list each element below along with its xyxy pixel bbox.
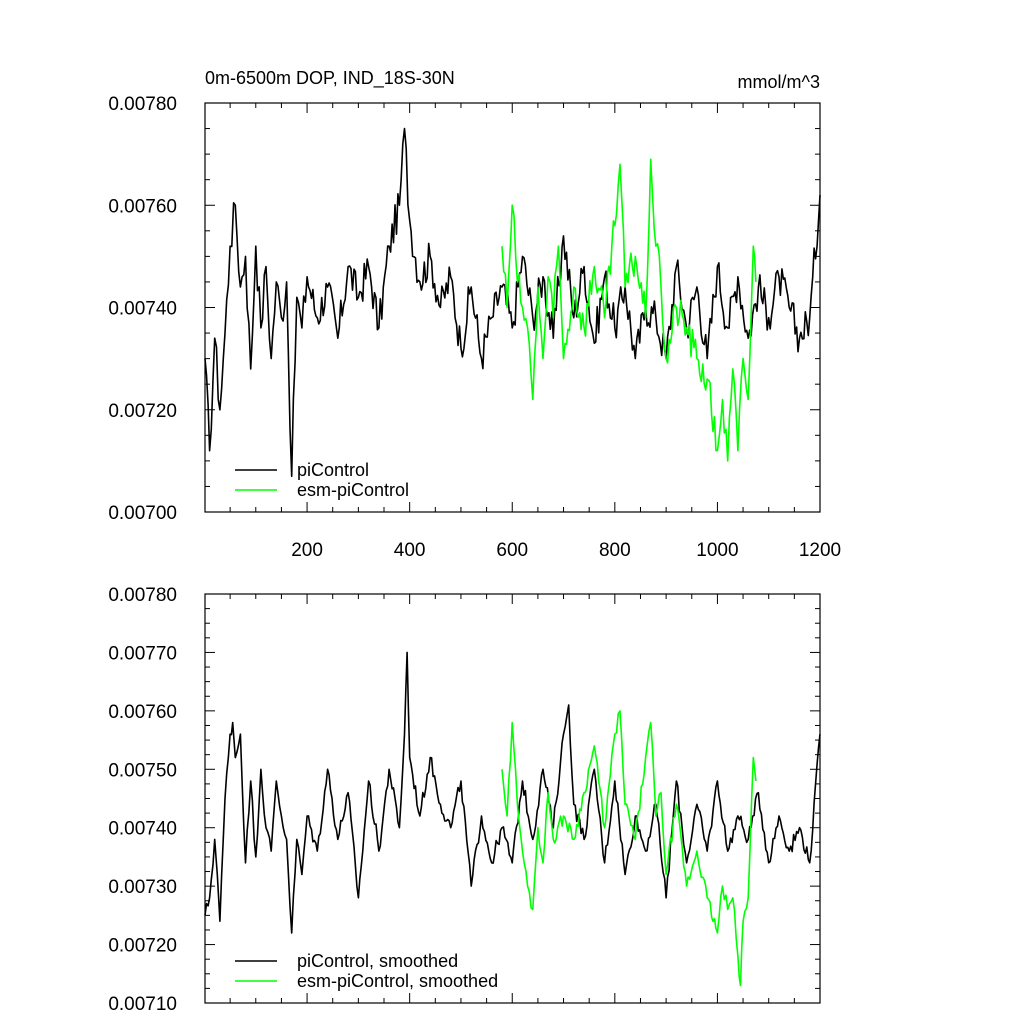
y-tick-label: 0.00720 bbox=[108, 936, 177, 957]
x-tick-label: 1000 bbox=[696, 540, 738, 561]
series-line-picontrol-smoothed bbox=[204, 651, 821, 934]
y-tick-label: 0.00740 bbox=[108, 299, 177, 320]
x-tick-label: 1200 bbox=[799, 540, 841, 561]
y-tick-label: 0.00770 bbox=[108, 643, 177, 664]
y-tick-label: 0.00700 bbox=[108, 503, 177, 524]
x-tick-label: 200 bbox=[291, 540, 323, 561]
y-tick-label: 0.00710 bbox=[108, 994, 177, 1015]
legend-label: esm-piControl, smoothed bbox=[297, 971, 498, 991]
bottom-panel: 0.00710 0.00720 0.00730 0.00740 0.00750 0.007… bbox=[108, 585, 821, 1015]
y-tick-label: 0.00730 bbox=[108, 877, 177, 898]
y-tick-label: 0.00740 bbox=[108, 819, 177, 840]
legend-label: piControl bbox=[297, 460, 369, 480]
units-label: mmol/m^3 bbox=[738, 72, 820, 92]
y-tick-label: 0.00720 bbox=[108, 401, 177, 422]
figure-title: 0m-6500m DOP, IND_18S-30N bbox=[205, 68, 455, 89]
x-tick-label: 400 bbox=[394, 540, 426, 561]
series-line-esm-picontrol bbox=[501, 158, 757, 462]
y-tick-label: 0.00760 bbox=[108, 196, 177, 217]
y-tick-label: 0.00780 bbox=[108, 585, 177, 606]
legend-label: piControl, smoothed bbox=[297, 951, 458, 971]
y-tick-label: 0.00760 bbox=[108, 702, 177, 723]
series-line-esm-picontrol-smoothed bbox=[501, 710, 757, 987]
x-tick-label: 600 bbox=[496, 540, 528, 561]
series-line-picontrol bbox=[204, 127, 821, 477]
y-tick-label: 0.00750 bbox=[108, 760, 177, 781]
top-panel: 200 400 600 800 1000 1200 0.00700 0.00720 0.0074… bbox=[108, 94, 841, 561]
plot-frame bbox=[204, 593, 821, 1004]
y-tick-label: 0.00780 bbox=[108, 94, 177, 115]
x-tick-label: 800 bbox=[599, 540, 631, 561]
legend-label: esm-piControl bbox=[297, 480, 409, 500]
